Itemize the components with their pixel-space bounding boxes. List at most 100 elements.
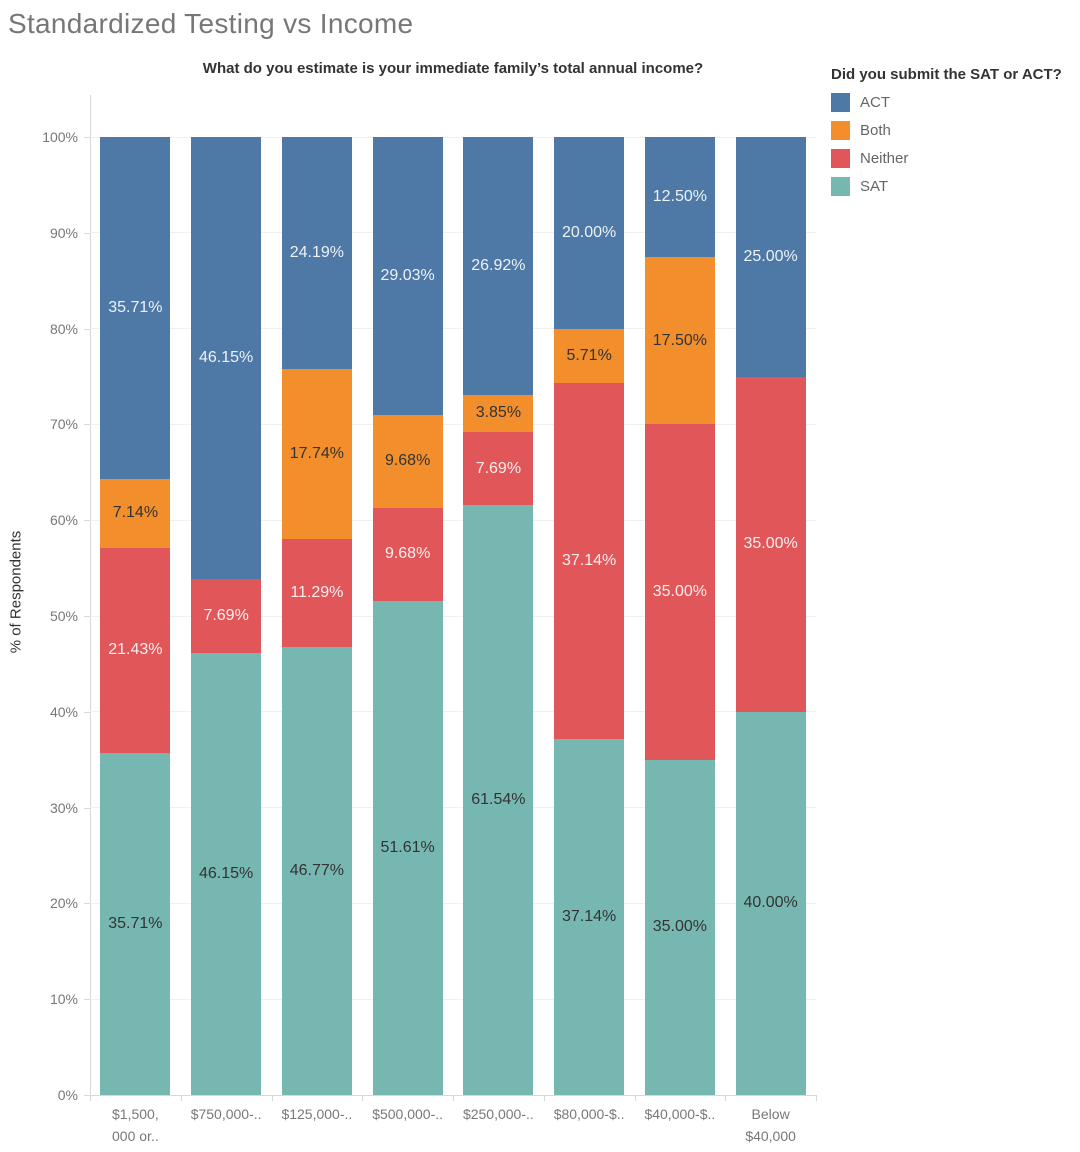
bar-segment-both[interactable]: 9.68% xyxy=(372,415,443,508)
bar-segment-label: 35.00% xyxy=(652,918,707,936)
x-tick-label: $500,000-.. xyxy=(372,1106,444,1122)
bar-segment-sat[interactable]: 35.00% xyxy=(644,759,715,1095)
bar-segment-label: 35.71% xyxy=(108,299,163,317)
bar-segment-act[interactable]: 24.19% xyxy=(281,137,352,369)
bar-segment-neither[interactable]: 7.69% xyxy=(463,431,534,506)
legend-swatch-act xyxy=(831,93,850,112)
bar-segment-label: 21.43% xyxy=(108,641,163,659)
x-tick-mark xyxy=(271,1096,273,1101)
bar-segment-act[interactable]: 46.15% xyxy=(191,137,262,580)
x-tick-mark xyxy=(453,1096,454,1101)
bar-segment-label: 7.14% xyxy=(112,504,159,522)
bar-segment-label: 20.00% xyxy=(561,223,617,241)
bar-segment-label: 26.92% xyxy=(471,256,526,274)
gridline xyxy=(90,902,816,904)
gridline xyxy=(90,615,816,617)
bar-segment-label: 17.74% xyxy=(289,444,344,462)
y-tick-label: 10% xyxy=(49,991,78,1008)
bar-segment-sat[interactable]: 46.15% xyxy=(191,652,262,1095)
bar-segment-act[interactable]: 25.00% xyxy=(735,137,806,377)
bar-segment-label: 51.61% xyxy=(380,838,435,856)
bar-segment-neither[interactable]: 21.43% xyxy=(100,547,171,753)
legend-item-act[interactable]: ACT xyxy=(831,93,1062,112)
gridline xyxy=(90,998,816,1000)
legend-item-both[interactable]: Both xyxy=(831,121,1062,140)
x-tick-mark xyxy=(180,1096,182,1101)
bar-segment-sat[interactable]: 61.54% xyxy=(463,505,534,1095)
bar-segment-label: 46.77% xyxy=(289,861,344,879)
bar-segment-neither[interactable]: 37.14% xyxy=(554,383,625,740)
x-tick-mark xyxy=(362,1096,364,1101)
bar-segment-act[interactable]: 35.71% xyxy=(100,137,171,480)
bar-segment-sat[interactable]: 35.71% xyxy=(100,752,171,1095)
legend-swatch-neither xyxy=(831,149,850,168)
y-tick-label: 100% xyxy=(42,129,78,145)
bar-segment-sat[interactable]: 46.77% xyxy=(281,646,352,1095)
y-axis-line xyxy=(90,95,91,1096)
y-tick-mark xyxy=(84,137,90,138)
bar-segment-sat[interactable]: 51.61% xyxy=(372,600,443,1095)
bar-segment-neither[interactable]: 11.29% xyxy=(281,538,352,647)
gridline xyxy=(90,328,816,330)
bar-segment-label: 24.19% xyxy=(289,243,344,261)
bar-segment-label: 61.54% xyxy=(471,791,526,809)
y-tick-mark xyxy=(84,1095,90,1096)
bar-segment-label: 5.71% xyxy=(566,347,612,365)
bar-segment-label: 9.68% xyxy=(384,545,431,563)
y-tick-mark xyxy=(84,616,90,617)
gridline xyxy=(90,711,816,713)
y-tick-mark xyxy=(84,711,90,713)
bar-segment-both[interactable]: 3.85% xyxy=(463,394,534,432)
bar-segment-label: 3.85% xyxy=(475,404,522,422)
legend-item-label: Both xyxy=(860,122,891,139)
x-tick-mark xyxy=(816,1096,817,1101)
bar-segment-neither[interactable]: 7.69% xyxy=(191,579,262,653)
bar-segment-act[interactable]: 20.00% xyxy=(554,137,625,329)
bar-segment-both[interactable]: 7.14% xyxy=(100,479,171,548)
legend-swatch-sat xyxy=(831,177,850,196)
legend-item-neither[interactable]: Neither xyxy=(831,149,1062,168)
bar-segment-sat[interactable]: 40.00% xyxy=(735,711,806,1095)
y-tick-label: 80% xyxy=(49,320,78,337)
y-tick-label: 60% xyxy=(49,512,78,529)
bar-segment-act[interactable]: 29.03% xyxy=(372,137,443,416)
y-tick-label: 50% xyxy=(49,608,78,624)
x-tick-label: $1,500, 000 or.. xyxy=(112,1106,159,1144)
gridline xyxy=(90,136,816,138)
x-tick-mark xyxy=(725,1096,727,1101)
legend-item-label: SAT xyxy=(860,178,889,195)
y-tick-mark xyxy=(84,520,90,522)
y-tick-label: 0% xyxy=(57,1087,78,1103)
bar-segment-label: 35.00% xyxy=(652,583,707,601)
y-tick-label: 20% xyxy=(49,895,78,912)
legend-item-sat[interactable]: SAT xyxy=(831,177,1062,196)
x-tick-label: $40,000-$.. xyxy=(644,1106,716,1122)
y-tick-mark xyxy=(84,807,90,809)
y-tick-mark xyxy=(84,999,90,1001)
bar-segment-neither[interactable]: 35.00% xyxy=(644,424,715,760)
y-axis-title: % of Respondents xyxy=(7,530,25,654)
legend-item-label: Neither xyxy=(860,150,909,167)
bar-segment-label: 25.00% xyxy=(743,247,798,265)
y-tick-label: 40% xyxy=(49,703,78,720)
bar-segment-label: 7.69% xyxy=(203,607,249,625)
x-tick-mark xyxy=(634,1096,636,1101)
bar-segment-act[interactable]: 12.50% xyxy=(644,137,715,257)
bar-segment-neither[interactable]: 9.68% xyxy=(372,507,443,601)
plot-area: 35.71% 21.43% 7.14% 35.71% 46.15% 7.69% 46.15%… xyxy=(90,136,816,1095)
bar-segment-both[interactable]: 17.74% xyxy=(281,368,352,539)
column-axis-title: What do you estimate is your immediate f… xyxy=(202,60,704,77)
bar-segment-both[interactable]: 17.50% xyxy=(644,256,715,425)
bar-segment-label: 37.14% xyxy=(561,552,617,570)
bar-segment-label: 35.71% xyxy=(108,914,163,932)
x-tick-label: $80,000-$.. xyxy=(553,1106,625,1122)
bar-segment-label: 37.14% xyxy=(561,908,617,926)
bar-segment-sat[interactable]: 37.14% xyxy=(554,739,625,1095)
bar-segment-act[interactable]: 26.92% xyxy=(463,137,534,395)
y-tick-mark xyxy=(84,232,90,234)
bar-segment-neither[interactable]: 35.00% xyxy=(735,376,806,712)
gridline xyxy=(90,423,816,425)
bar-segment-label: 35.00% xyxy=(743,535,798,553)
legend-swatch-both xyxy=(831,121,850,140)
bar-segment-both[interactable]: 5.71% xyxy=(554,328,625,384)
